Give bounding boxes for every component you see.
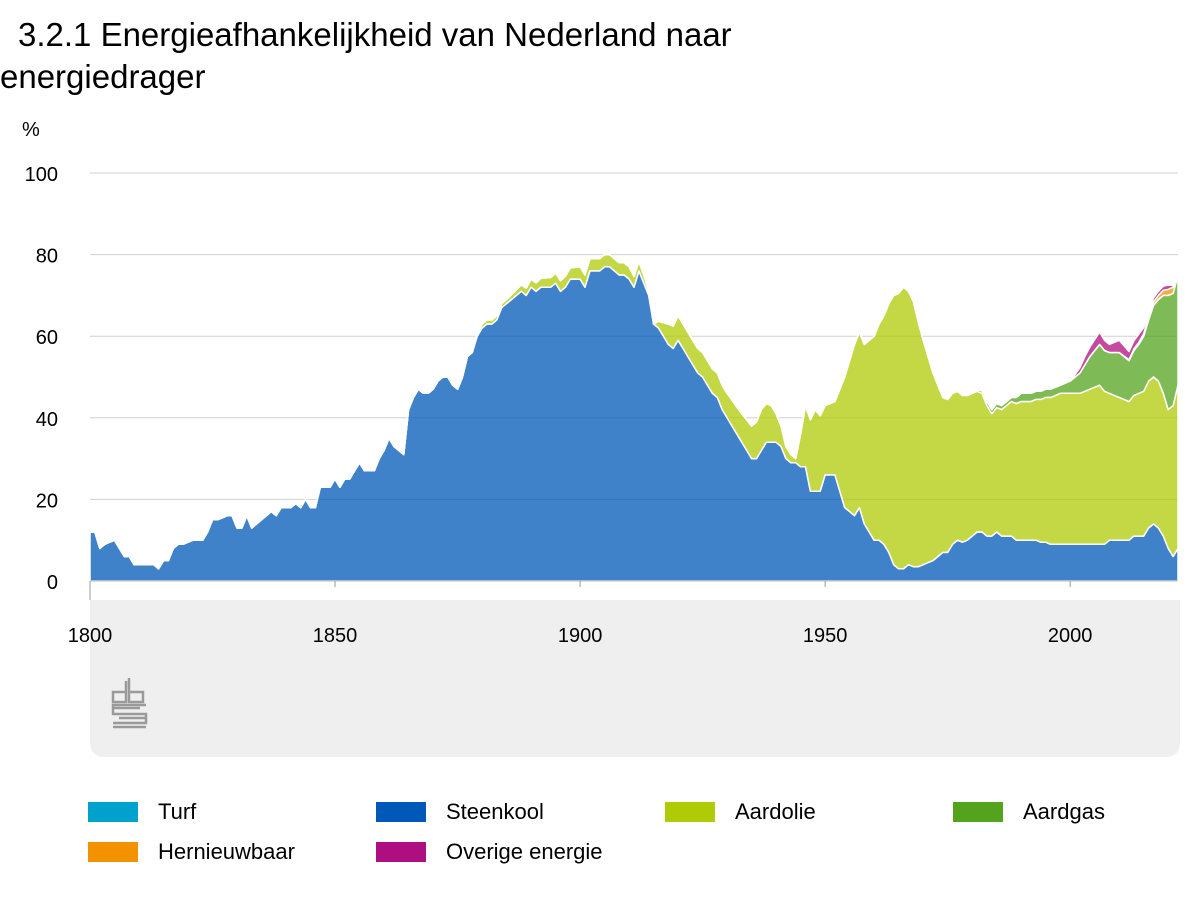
y-tick-label-100: 100 xyxy=(25,164,58,186)
y-tick-label-40: 40 xyxy=(36,409,58,431)
legend-swatch xyxy=(88,802,138,822)
y-tick-label-60: 60 xyxy=(36,327,58,349)
chart-footer-panel xyxy=(90,600,1180,757)
legend-swatch xyxy=(376,802,426,822)
legend-label: Steenkool xyxy=(446,799,544,824)
series-area-overige-energie xyxy=(89,253,1179,570)
legend-item-aardgas: Aardgas xyxy=(953,799,1105,824)
legend-item-aardolie: Aardolie xyxy=(665,799,816,824)
legend-item-steenkool: Steenkool xyxy=(376,799,544,824)
legend-swatch xyxy=(665,802,715,822)
legend-label: Aardgas xyxy=(1023,799,1105,824)
y-tick-label-80: 80 xyxy=(36,246,58,268)
y-tick-label-20: 20 xyxy=(36,490,58,512)
legend-label: Hernieuwbaar xyxy=(158,839,295,864)
legend-label: Turf xyxy=(158,799,197,824)
x-tick-label-1950: 1950 xyxy=(803,625,848,647)
x-tick-label-2000: 2000 xyxy=(1048,625,1093,647)
legend-item-turf: Turf xyxy=(88,799,197,824)
chart-title-line-2: energiedrager xyxy=(0,58,206,95)
legend-swatch xyxy=(88,842,138,862)
legend-item-overige-energie: Overige energie xyxy=(376,839,603,864)
legend-label: Aardolie xyxy=(735,799,816,824)
chart-title: 3.2.1 Energieafhankelijkheid van Nederla… xyxy=(0,14,820,98)
y-tick-label-0: 0 xyxy=(47,572,58,594)
legend-swatch xyxy=(953,802,1003,822)
x-tick-label-1900: 1900 xyxy=(558,625,603,647)
cbs-logo xyxy=(111,678,148,729)
area-chart: 0 20 40 60 80 100% 1800 1850 1900 1950 2000 xyxy=(22,119,1180,757)
legend-swatch xyxy=(376,842,426,862)
x-tick-label-1850: 1850 xyxy=(313,625,358,647)
legend-label: Overige energie xyxy=(446,839,603,864)
y-axis-label: % xyxy=(22,119,40,141)
legend-item-hernieuwbaar: Hernieuwbaar xyxy=(88,839,295,864)
x-tick-label-1800: 1800 xyxy=(68,625,113,647)
chart-title-line-1: 3.2.1 Energieafhankelijkheid van Nederla… xyxy=(18,16,732,53)
